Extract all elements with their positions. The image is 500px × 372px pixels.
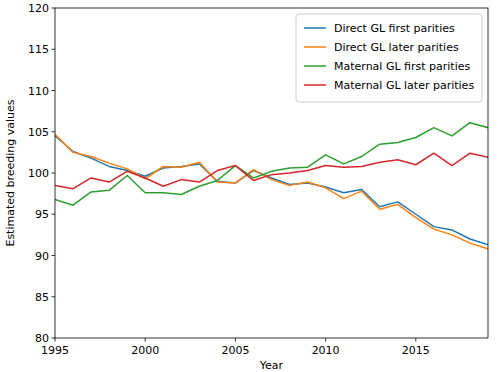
plot-frame — [55, 8, 488, 338]
series-line — [55, 123, 488, 205]
y-tick-label: 90 — [35, 250, 49, 263]
x-tick — [235, 338, 236, 342]
y-tick-label: 95 — [35, 208, 49, 221]
legend-label: Maternal GL later parities — [334, 79, 474, 92]
legend-label: Direct GL later parities — [334, 41, 459, 54]
chart-svg: 8085909510010511011512019952000200520102… — [0, 0, 500, 372]
y-tick-label: 105 — [28, 126, 49, 139]
y-tick-label: 100 — [28, 167, 49, 180]
legend-label: Maternal GL first parities — [334, 60, 470, 73]
y-tick-label: 85 — [35, 291, 49, 304]
legend-swatch — [304, 27, 326, 29]
x-tick — [415, 338, 416, 342]
x-tick — [55, 338, 56, 342]
x-tick-label: 2015 — [402, 344, 430, 357]
x-axis-label: Year — [259, 359, 284, 372]
y-tick — [52, 255, 56, 256]
background — [0, 0, 500, 372]
legend-swatch — [304, 46, 326, 48]
legend-swatch — [304, 65, 326, 67]
legend: Direct GL first parities Direct GL later … — [296, 14, 482, 102]
y-tick — [52, 338, 56, 339]
y-tick — [52, 214, 56, 215]
y-tick-label: 120 — [28, 2, 49, 15]
chart-container: 8085909510010511011512019952000200520102… — [0, 0, 500, 372]
legend-label: Direct GL first parities — [334, 22, 455, 35]
y-tick — [52, 8, 56, 9]
x-tick — [325, 338, 326, 342]
x-tick-label: 2010 — [312, 344, 340, 357]
x-tick-label: 2005 — [221, 344, 249, 357]
y-tick-label: 110 — [28, 85, 49, 98]
x-tick-label: 1995 — [41, 344, 69, 357]
y-axis-label: Estimated breeding values — [4, 99, 17, 246]
series-line — [55, 134, 488, 249]
series-line — [55, 136, 488, 245]
y-tick — [52, 49, 56, 50]
y-tick — [52, 131, 56, 132]
y-tick — [52, 90, 56, 91]
x-tick-label: 2000 — [131, 344, 159, 357]
y-tick — [52, 296, 56, 297]
x-tick — [145, 338, 146, 342]
series-line — [55, 153, 488, 188]
legend-box — [296, 14, 482, 102]
y-tick — [52, 173, 56, 174]
plot-area — [55, 123, 488, 249]
y-tick-label: 115 — [28, 43, 49, 56]
legend-swatch — [304, 84, 326, 86]
